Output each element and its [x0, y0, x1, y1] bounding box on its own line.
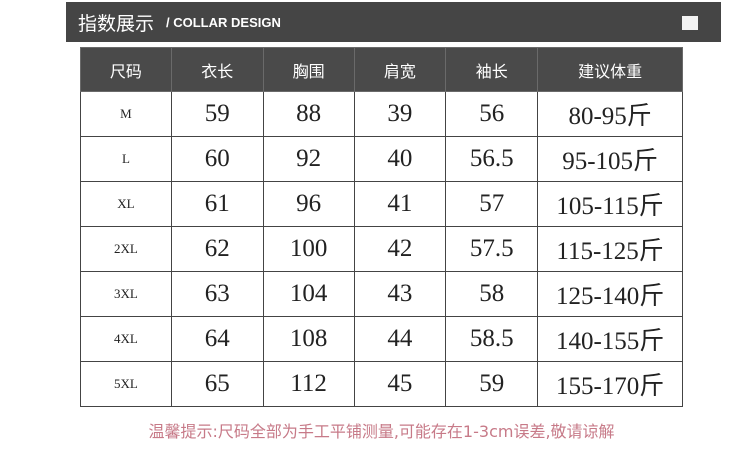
value-cell: 39: [353, 91, 447, 137]
value-cell: 45: [353, 361, 447, 407]
value-cell: 105-115斤: [537, 181, 683, 227]
value-cell: 60: [170, 136, 264, 182]
value-cell: 44: [353, 316, 447, 362]
table-row: 4XL 64 108 44 58.5 140-155斤: [80, 316, 683, 362]
table-header: 尺码 衣长 胸围 肩宽 袖长 建议体重: [80, 47, 683, 92]
column-header: 胸围: [262, 47, 355, 92]
value-cell: 92: [262, 136, 355, 182]
column-header: 建议体重: [537, 47, 683, 92]
title-bar: 指数展示 / COLLAR DESIGN: [66, 2, 721, 42]
value-cell: 43: [353, 271, 447, 317]
value-cell: 108: [262, 316, 355, 362]
size-cell: 3XL: [80, 271, 172, 317]
table-row: 2XL 62 100 42 57.5 115-125斤: [80, 226, 683, 272]
size-cell: L: [80, 136, 172, 182]
value-cell: 96: [262, 181, 355, 227]
value-cell: 100: [262, 226, 355, 272]
value-cell: 63: [170, 271, 264, 317]
size-cell: M: [80, 91, 172, 137]
value-cell: 57.5: [445, 226, 539, 272]
value-cell: 40: [353, 136, 447, 182]
measurement-note: 温馨提示:尺码全部为手工平铺测量,可能存在1-3cm误差,敬请谅解: [148, 422, 615, 441]
size-cell: 4XL: [80, 316, 172, 362]
table-row: 5XL 65 112 45 59 155-170斤: [80, 361, 683, 407]
column-header: 衣长: [170, 47, 264, 92]
table-row: 3XL 63 104 43 58 125-140斤: [80, 271, 683, 317]
value-cell: 115-125斤: [537, 226, 683, 272]
size-cell: 5XL: [80, 361, 172, 407]
value-cell: 58: [445, 271, 539, 317]
column-header: 袖长: [445, 47, 539, 92]
title-en: / COLLAR DESIGN: [166, 14, 281, 30]
value-cell: 64: [170, 316, 264, 362]
size-table: 尺码 衣长 胸围 肩宽 袖长 建议体重 M 59 88 39 56 80-95斤 L 60 92 40 56.…: [80, 47, 683, 407]
value-cell: 58.5: [445, 316, 539, 362]
value-cell: 104: [262, 271, 355, 317]
value-cell: 59: [445, 361, 539, 407]
size-cell: 2XL: [80, 226, 172, 272]
value-cell: 80-95斤: [537, 91, 683, 137]
square-icon: [682, 16, 698, 30]
value-cell: 88: [262, 91, 355, 137]
value-cell: 41: [353, 181, 447, 227]
value-cell: 56.5: [445, 136, 539, 182]
value-cell: 95-105斤: [537, 136, 683, 182]
value-cell: 59: [170, 91, 264, 137]
table-row: M 59 88 39 56 80-95斤: [80, 91, 683, 137]
size-cell: XL: [80, 181, 172, 227]
value-cell: 140-155斤: [537, 316, 683, 362]
value-cell: 125-140斤: [537, 271, 683, 317]
value-cell: 112: [262, 361, 355, 407]
value-cell: 42: [353, 226, 447, 272]
value-cell: 57: [445, 181, 539, 227]
value-cell: 155-170斤: [537, 361, 683, 407]
value-cell: 62: [170, 226, 264, 272]
value-cell: 56: [445, 91, 539, 137]
value-cell: 61: [170, 181, 264, 227]
column-header: 肩宽: [353, 47, 447, 92]
title-cn: 指数展示: [78, 12, 155, 35]
column-header: 尺码: [80, 47, 172, 92]
table-row: XL 61 96 41 57 105-115斤: [80, 181, 683, 227]
value-cell: 65: [170, 361, 264, 407]
table-row: L 60 92 40 56.5 95-105斤: [80, 136, 683, 182]
